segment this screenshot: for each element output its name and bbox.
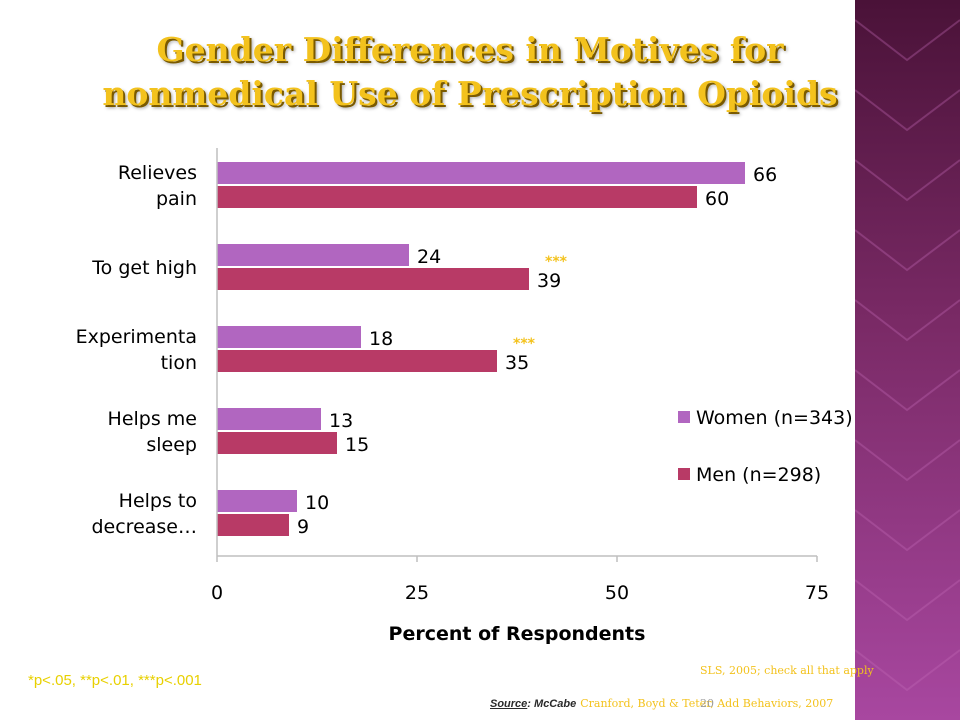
bar-chart: Relieves pain To get high Experimenta tion He… [76,148,853,645]
category-label-line: Experimenta [76,326,197,348]
bar-value-label: 66 [753,164,777,186]
bar-value-label: 18 [369,328,393,350]
bar-value-label: 60 [705,188,729,210]
bar-value-label: 9 [297,516,309,538]
category-label: Helps me sleep [108,408,197,456]
source-line: Source: McCabe Cranford, Boyd & Teter, Ad… [490,697,833,710]
source-label: Source [490,698,528,710]
bar [217,326,361,348]
page-number: 20 [700,697,714,710]
x-axis-title: Percent of Respondents [389,623,646,645]
legend-label: Women (n=343) [696,407,853,429]
bar [217,268,529,290]
category-label: Helps to decrease… [91,490,197,538]
title-line-2: nonmedical Use of Prescription Opioids [102,74,838,113]
category-label-line: Relieves [118,162,197,184]
bar-value-label: 39 [537,270,561,292]
bar [217,244,409,266]
significance-marks: *** *** [513,254,568,352]
category-label-line: decrease… [91,516,197,538]
significance-note: *p<.05, **p<.01, ***p<.001 [28,672,202,689]
category-label-line: pain [156,188,197,210]
category-label-line: To get high [91,257,197,279]
category-label: To get high [91,257,197,279]
x-tick-label: 50 [605,582,629,604]
bars [217,162,745,536]
category-label-line: sleep [146,434,197,456]
bar-value-label: 10 [305,492,329,514]
source-separator: : [527,698,531,710]
bar [217,432,337,454]
category-label-line: Helps to [119,490,197,512]
bar-value-label: 24 [417,246,441,268]
bar [217,162,745,184]
legend-swatch [678,411,690,423]
value-labels: 66 24 18 13 10 60 39 35 15 9 [297,164,777,538]
significance-mark: *** [545,254,568,270]
slide-title: Gender Differences in Motives for nonmed… [90,28,850,116]
bar [217,186,697,208]
category-label: Experimenta tion [76,326,197,374]
bar [217,350,497,372]
source-citation: Cranford, Boyd & Teter, Add Behaviors, 2… [580,697,834,710]
chevron-pattern-icon [855,19,960,692]
x-tick-label: 25 [405,582,429,604]
bar-value-label: 15 [345,434,369,456]
legend-swatch [678,468,690,480]
x-axis: 0 25 50 75 Percent of Respondents [211,148,829,645]
source-name: McCabe [530,698,577,710]
legend: Women (n=343) Men (n=298) [678,407,853,486]
significance-mark: *** [513,336,536,352]
title-line-1: Gender Differences in Motives for [156,30,784,69]
bar [217,514,289,536]
bar [217,408,321,430]
bar-value-label: 13 [329,410,353,432]
category-labels: Relieves pain To get high Experimenta tion He… [76,162,197,538]
category-label-line: tion [161,352,197,374]
legend-label: Men (n=298) [696,464,821,486]
study-note: SLS, 2005; check all that apply [700,664,874,677]
decorative-side-band [855,0,960,720]
bar-value-label: 35 [505,352,529,374]
category-label-line: Helps me [108,408,197,430]
category-label: Relieves pain [118,162,197,210]
bar [217,490,297,512]
x-tick-label: 0 [211,582,223,604]
x-tick-label: 75 [805,582,829,604]
